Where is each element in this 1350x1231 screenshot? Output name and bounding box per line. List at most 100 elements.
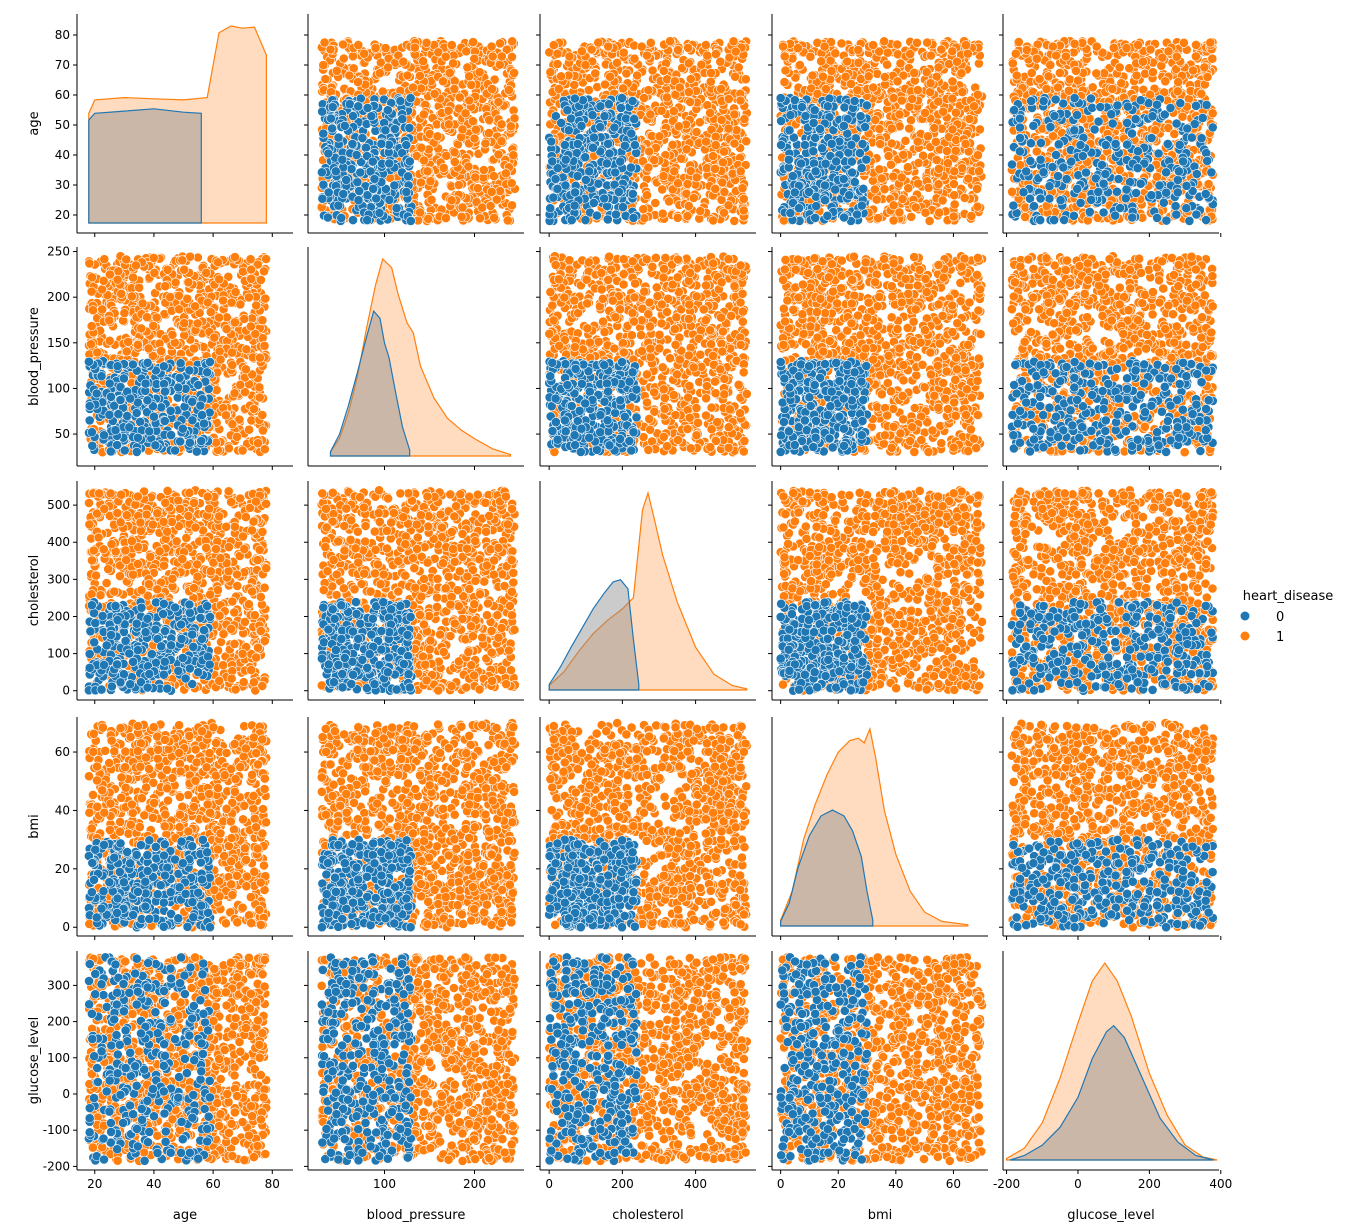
scatter-point-hd-0 <box>330 166 341 177</box>
scatter-point-hd-1 <box>729 215 740 226</box>
scatter-point-hd-0 <box>627 96 638 106</box>
scatter-point-hd-0 <box>592 210 602 221</box>
scatter-point-hd-1 <box>795 60 805 70</box>
scatter-point-hd-1 <box>1121 43 1132 53</box>
scatter-point-hd-1 <box>702 50 713 61</box>
scatter-point-hd-1 <box>925 78 936 89</box>
scatter-point-hd-1 <box>673 178 683 189</box>
kde-curves <box>88 25 267 224</box>
scatter-point-hd-1 <box>702 163 712 174</box>
scatter-point-hd-0 <box>815 124 825 134</box>
scatter-point-hd-0 <box>566 113 576 124</box>
scatter-point-hd-0 <box>326 113 336 124</box>
scatter-point-hd-1 <box>564 51 575 62</box>
scatter-point-hd-1 <box>710 140 721 151</box>
scatter-point-hd-0 <box>860 122 870 132</box>
scatter-point-hd-0 <box>405 215 416 226</box>
scatter-point-hd-1 <box>416 142 427 153</box>
scatter-point-hd-1 <box>508 150 519 161</box>
scatter-point-hd-1 <box>710 183 721 194</box>
scatter-point-hd-1 <box>446 195 457 206</box>
scatter-point-hd-1 <box>879 36 889 47</box>
scatter-point-hd-1 <box>938 106 949 117</box>
scatter-point-hd-1 <box>418 56 428 67</box>
scatter-point-hd-0 <box>610 167 621 178</box>
scatter-point-hd-1 <box>975 124 985 135</box>
scatter-point-hd-1 <box>440 51 451 62</box>
scatter-point-hd-0 <box>348 215 358 225</box>
scatter-point-hd-1 <box>947 46 958 57</box>
scatter-point-hd-1 <box>879 184 890 195</box>
scatter-point-hd-1 <box>647 65 658 76</box>
scatter-point-hd-1 <box>723 123 734 134</box>
scatter-point-hd-0 <box>348 111 358 121</box>
scatter-point-hd-1 <box>826 65 837 76</box>
scatter-point-hd-1 <box>730 71 741 82</box>
scatter-point-hd-0 <box>323 187 334 198</box>
scatter-point-hd-1 <box>898 149 909 160</box>
scatter-point-hd-1 <box>448 58 458 69</box>
scatter-point-hd-1 <box>665 36 675 47</box>
scatter-point-hd-1 <box>779 51 790 62</box>
scatter-point-hd-1 <box>949 166 960 177</box>
scatter-point-hd-0 <box>362 103 373 113</box>
scatter-point-hd-1 <box>649 155 660 165</box>
scatter-point-hd-0 <box>809 158 819 169</box>
scatter-point-hd-1 <box>708 151 718 161</box>
scatter-point-hd-1 <box>462 62 473 73</box>
scatter-point-hd-0 <box>603 138 613 149</box>
scatter-point-hd-1 <box>502 215 513 226</box>
panel-age-vs-glucose_level <box>1007 36 1218 226</box>
scatter-point-hd-1 <box>972 89 983 100</box>
scatter-point-hd-0 <box>844 190 855 201</box>
scatter-point-hd-1 <box>906 211 917 222</box>
scatter-point-hd-1 <box>1191 40 1201 50</box>
scatter-point-hd-0 <box>346 164 357 174</box>
scatter-point-hd-1 <box>507 200 517 211</box>
scatter-point-hd-1 <box>683 200 694 211</box>
scatter-point-hd-0 <box>817 143 827 154</box>
scatter-point-hd-0 <box>785 110 796 120</box>
scatter-point-hd-1 <box>929 123 940 133</box>
scatter-point-hd-0 <box>401 140 412 150</box>
scatter-point-hd-0 <box>405 93 416 103</box>
scatter-point-hd-0 <box>366 111 377 122</box>
scatter-point-hd-1 <box>868 40 878 50</box>
scatter-point-hd-1 <box>494 59 505 70</box>
scatter-point-hd-1 <box>903 183 914 194</box>
scatter-point-hd-1 <box>937 195 948 206</box>
scatter-point-hd-1 <box>705 76 716 87</box>
scatter-point-hd-0 <box>797 102 807 112</box>
scatter-point-hd-1 <box>348 63 359 74</box>
scatter-point-hd-1 <box>416 83 426 94</box>
scatter-point-hd-0 <box>852 209 862 220</box>
scatter-point-hd-1 <box>500 168 511 179</box>
scatter-point-hd-1 <box>670 89 681 100</box>
scatter-point-hd-0 <box>401 186 412 197</box>
scatter-point-hd-1 <box>374 68 385 79</box>
scatter-point-hd-1 <box>717 177 728 188</box>
scatter-point-hd-1 <box>695 206 706 216</box>
scatter-point-hd-1 <box>548 40 559 50</box>
scatter-point-hd-0 <box>563 125 574 136</box>
scatter-point-hd-1 <box>949 179 959 189</box>
panel-age-vs-blood_pressure <box>316 36 520 226</box>
scatter-point-hd-1 <box>398 56 409 67</box>
scatter-point-hd-1 <box>643 162 654 173</box>
scatter-point-hd-0 <box>584 166 595 177</box>
scatter-point-hd-0 <box>550 111 561 122</box>
scatter-point-hd-1 <box>892 39 903 50</box>
scatter-point-hd-0 <box>609 122 620 133</box>
scatter-point-hd-1 <box>1013 37 1024 47</box>
scatter-point-hd-1 <box>731 125 742 136</box>
scatter-point-hd-0 <box>855 111 866 122</box>
scatter-point-hd-1 <box>969 101 979 112</box>
scatter-point-hd-1 <box>883 151 894 161</box>
scatter-point-hd-0 <box>858 183 869 194</box>
scatter-point-hd-0 <box>365 166 376 177</box>
scatter-point-hd-0 <box>789 187 800 198</box>
scatter-point-hd-0 <box>545 203 556 214</box>
scatter-point-hd-1 <box>921 67 932 78</box>
scatter-point-hd-1 <box>1069 38 1080 49</box>
scatter-point-hd-1 <box>1188 65 1198 76</box>
